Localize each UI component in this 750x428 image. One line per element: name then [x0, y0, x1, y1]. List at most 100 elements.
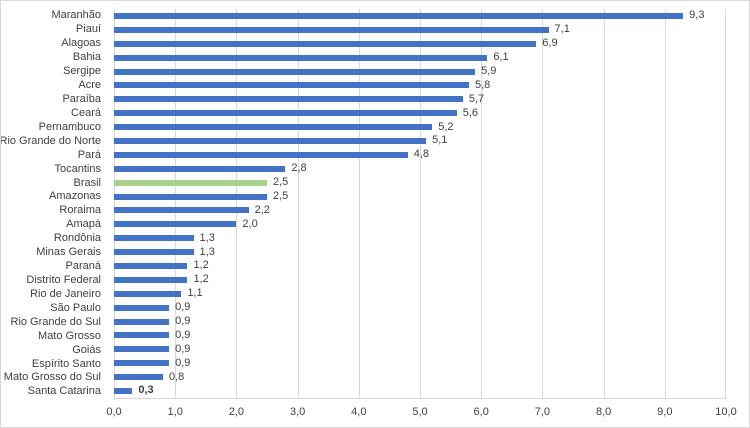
bar	[114, 137, 427, 144]
bar	[114, 221, 237, 228]
category-label: Rondônia	[53, 232, 101, 245]
value-label: 2,2	[254, 203, 270, 216]
bar	[114, 374, 163, 381]
gridline	[603, 9, 605, 398]
category-labels: Maranhão Piauí Alagoas Bahia Sergipe Acre Para…	[1, 9, 101, 399]
bar	[114, 249, 194, 256]
x-axis-tick-label: 9,0	[657, 406, 673, 418]
bar	[114, 124, 433, 131]
bar	[114, 304, 170, 311]
category-label: Minas Gerais	[36, 246, 101, 259]
bar-row: 1,2	[114, 273, 726, 287]
bar-row: 1,3	[114, 231, 726, 245]
bar-row: 2,5	[114, 176, 726, 190]
category-label: Rio Grande do Sul	[10, 315, 102, 328]
bar-row: 0,9	[114, 342, 726, 356]
bar-row: 5,2	[114, 120, 726, 134]
bar	[114, 68, 476, 75]
value-label: 2,5	[273, 176, 289, 189]
x-axis: 0,0 1,0 2,0 3,0 4,0 5,0 6,0 7,0 8,0 9,0 10,0	[106, 406, 736, 421]
value-label: 5,8	[474, 78, 491, 91]
bar	[114, 26, 549, 33]
category-label: Maranhão	[51, 9, 101, 22]
x-axis-tick-label: 10,0	[715, 406, 737, 418]
category-label: Tocantins	[54, 162, 101, 175]
category-label: Piauí	[75, 23, 101, 36]
x-axis-tick-label: 1,0	[167, 406, 183, 418]
value-label: 6,9	[542, 37, 558, 50]
value-label: 6,1	[493, 51, 509, 64]
value-label: 4,8	[413, 148, 430, 161]
gridline	[297, 9, 299, 398]
category-label: Goiás	[72, 343, 101, 356]
value-label: 0,9	[175, 301, 191, 314]
category-label: Brasil	[73, 176, 101, 189]
gridline	[481, 9, 483, 398]
value-label: 9,3	[689, 9, 705, 22]
bar-row: 7,1	[114, 23, 726, 37]
x-axis-tick-label: 3,0	[289, 406, 306, 418]
category-label: Paraná	[65, 260, 101, 273]
x-axis-tick-label: 6,0	[473, 406, 489, 418]
bar-row: 0,8	[114, 370, 726, 384]
bar-row: 0,9	[114, 328, 726, 342]
bar-row: 0,9	[114, 356, 726, 370]
bar	[114, 387, 133, 394]
value-label: 1,3	[199, 231, 215, 244]
x-axis-tick-label: 5,0	[412, 406, 428, 418]
category-label: Paraíba	[62, 92, 101, 105]
value-label: 5,1	[432, 134, 448, 147]
x-axis-tick-label: 0,0	[106, 406, 122, 418]
value-label: 2,8	[291, 162, 307, 175]
bar-row: 9,3	[114, 9, 726, 23]
bar	[114, 12, 684, 19]
bar	[114, 151, 408, 158]
value-label: 0,3	[138, 384, 154, 397]
category-label: Mato Grosso	[38, 329, 101, 342]
gridline	[236, 9, 238, 398]
bar	[114, 290, 182, 297]
bar	[114, 262, 188, 269]
bar-row: 4,8	[114, 148, 726, 162]
x-axis-tick-label: 7,0	[534, 406, 551, 418]
category-label: São Paulo	[50, 301, 101, 314]
bar	[114, 96, 463, 103]
value-label: 1,2	[193, 273, 209, 286]
value-label: 2,0	[242, 217, 258, 230]
value-label: 1,1	[187, 287, 203, 300]
gridline	[542, 9, 544, 398]
value-label: 7,1	[554, 23, 570, 36]
category-label: Santa Catarina	[27, 385, 101, 398]
x-axis-tick-label: 2,0	[228, 406, 245, 418]
bar	[114, 235, 194, 242]
bar-row: 1,2	[114, 259, 726, 273]
category-label: Acre	[78, 79, 101, 92]
value-label: 1,2	[193, 259, 209, 272]
gridline	[114, 9, 115, 398]
bar	[114, 207, 249, 214]
bar-row: 0,9	[114, 301, 726, 315]
gridline	[664, 9, 666, 398]
bar-row: 5,9	[114, 65, 726, 79]
gridline	[420, 9, 421, 398]
bar-row: 0,9	[114, 315, 726, 329]
gridlines	[114, 9, 726, 398]
bar	[114, 360, 170, 367]
plot-area: 9,3 7,1 6,9 6,1 5,9 5,8 5,7 5,6 5,2 5,1 4,8 2,8 2,5 2…	[114, 9, 726, 399]
category-label: Rio Grande do Norte	[0, 134, 101, 147]
bar	[114, 332, 170, 339]
bar	[114, 318, 170, 325]
value-label: 2,5	[273, 190, 289, 203]
bar	[114, 193, 267, 200]
category-label: Alagoas	[61, 37, 101, 50]
bar	[114, 40, 537, 47]
category-label: Mato Grosso do Sul	[3, 371, 101, 384]
x-axis-tick-label: 4,0	[351, 406, 367, 418]
category-label: Pernambuco	[38, 120, 101, 133]
bar	[114, 346, 170, 353]
bar-row: 6,9	[114, 37, 726, 51]
bar	[114, 82, 469, 89]
value-label: 5,9	[481, 65, 497, 77]
bar-row: 2,5	[114, 190, 726, 204]
bar	[114, 54, 488, 61]
